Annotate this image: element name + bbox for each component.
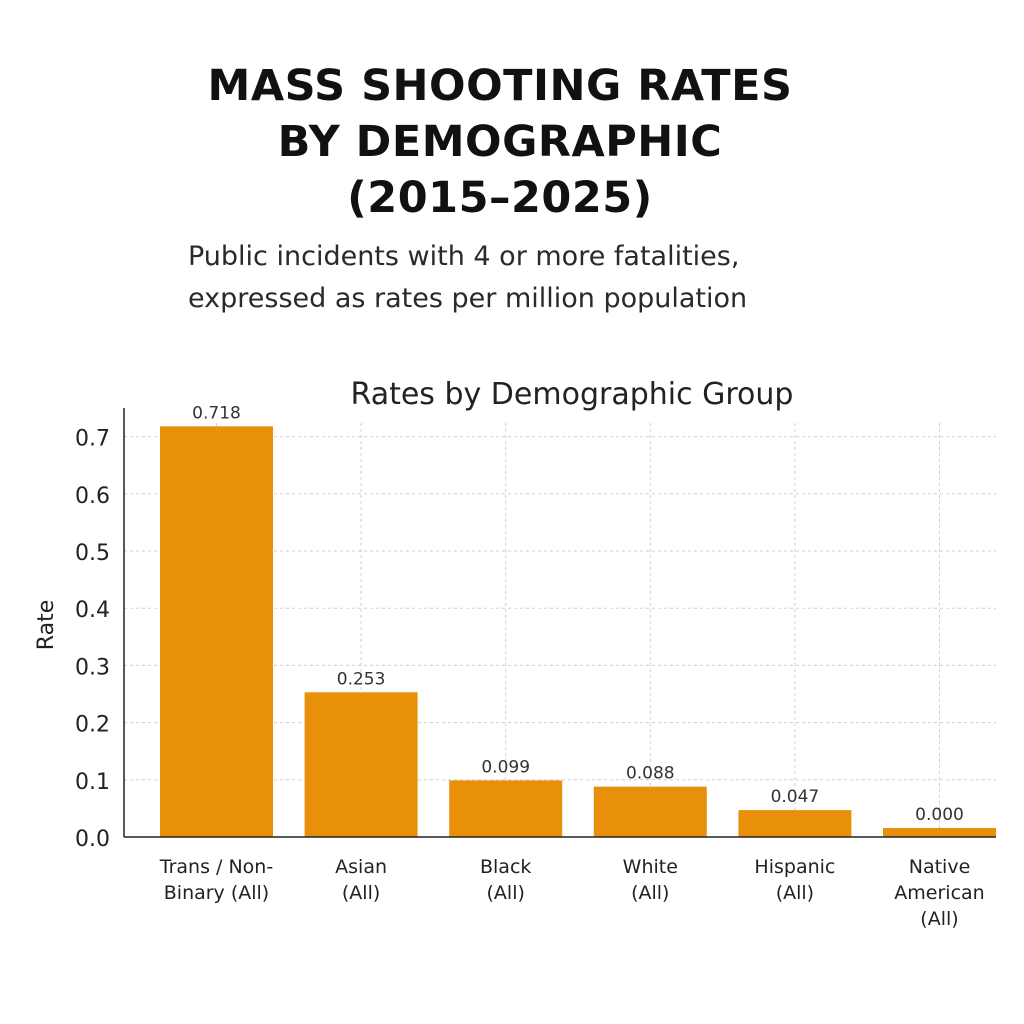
bars [160, 426, 996, 837]
y-axis-label: Rate [34, 600, 59, 650]
y-tick-label: 0.4 [75, 598, 110, 623]
bar-value-label: 0.047 [771, 787, 820, 807]
x-tick-label-line: (All) [342, 882, 380, 904]
x-tick-label: Native American (All) [894, 856, 984, 930]
y-tick-label: 0.2 [75, 713, 110, 738]
bar-value-label: 0.099 [481, 757, 530, 777]
bar-value-label: 0.000 [915, 805, 964, 825]
plot-title: Rates by Demographic Group [351, 377, 794, 412]
x-tick-label-line: Hispanic [754, 856, 835, 878]
y-tick-label: 0.0 [75, 827, 110, 852]
x-tick-label-line: Black [480, 856, 531, 878]
headline-line-2: BY DEMOGRAPHIC [277, 117, 723, 167]
y-tick-label: 0.1 [75, 770, 110, 795]
x-tick-label: White (All) [623, 856, 678, 904]
labels: 0.0 0.1 0.2 0.3 0.4 0.5 0.6 0.7 0.718 Trans / Non… [75, 403, 985, 930]
axes [123, 408, 996, 838]
x-tick-label: Black (All) [480, 856, 531, 904]
x-tick-label-line: (All) [920, 908, 958, 930]
chart-headline: MASS SHOOTING RATES BY DEMOGRAPHIC (2015… [0, 58, 1000, 226]
x-tick-label: Asian (All) [335, 856, 387, 904]
x-tick-label-line: Native [909, 856, 971, 878]
bar [883, 828, 996, 837]
x-tick-label-line: Asian [335, 856, 387, 878]
chart-subtitle: Public incidents with 4 or more fataliti… [188, 236, 988, 320]
headline-line-3: (2015–2025) [347, 173, 653, 223]
x-tick-label: Trans / Non- Binary (All) [159, 856, 273, 904]
x-tick-label-line: (All) [776, 882, 814, 904]
x-tick-label-line: (All) [631, 882, 669, 904]
x-tick-label-line: Trans / Non- [159, 856, 273, 878]
bar-value-label: 0.253 [337, 669, 386, 689]
headline-line-1: MASS SHOOTING RATES [207, 61, 793, 111]
bar [738, 810, 852, 837]
bar [160, 426, 273, 837]
y-tick-label: 0.5 [75, 541, 110, 566]
bar-value-label: 0.718 [192, 403, 241, 423]
x-tick-label-line: American [894, 882, 984, 904]
y-tick-label: 0.6 [75, 484, 110, 509]
x-tick-label: Hispanic (All) [754, 856, 835, 904]
bar [593, 786, 707, 837]
bar [304, 692, 418, 837]
y-tick-label: 0.7 [75, 427, 110, 452]
bar [449, 780, 563, 837]
y-tick-label: 0.3 [75, 655, 110, 680]
x-tick-label-line: (All) [487, 882, 525, 904]
subtitle-line-2: expressed as rates per million populatio… [188, 283, 748, 314]
subtitle-line-1: Public incidents with 4 or more fataliti… [188, 241, 740, 272]
bar-chart: 0.0 0.1 0.2 0.3 0.4 0.5 0.6 0.7 0.718 Trans / Non… [34, 377, 996, 930]
bar-value-label: 0.088 [626, 764, 675, 784]
x-tick-label-line: Binary (All) [164, 882, 269, 904]
x-tick-label-line: White [623, 856, 678, 878]
